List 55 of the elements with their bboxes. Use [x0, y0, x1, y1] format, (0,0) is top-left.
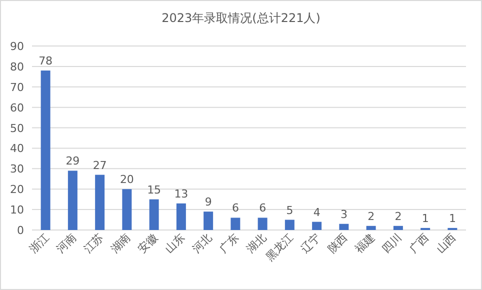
y-tick-label: 10 — [10, 204, 24, 217]
bar — [68, 170, 78, 230]
data-label: 1 — [422, 212, 429, 225]
x-tick-label: 陕西 — [325, 230, 350, 256]
bar — [258, 218, 268, 230]
bar — [230, 218, 240, 230]
data-label: 2 — [394, 210, 402, 223]
data-label: 29 — [66, 154, 80, 168]
data-label: 20 — [120, 173, 134, 186]
y-tick-label: 50 — [10, 122, 24, 135]
x-tick-label: 广西 — [406, 230, 432, 256]
x-tick-label: 湖南 — [108, 230, 134, 256]
data-label: 78 — [38, 54, 53, 68]
data-label: 6 — [232, 202, 239, 215]
x-tick-label: 浙江 — [26, 230, 52, 256]
data-label: 9 — [204, 196, 212, 209]
chart-title: 2023年录取情况(总计221人) — [162, 11, 320, 25]
bar — [366, 226, 376, 230]
bar — [149, 199, 159, 230]
data-label: 1 — [448, 212, 456, 225]
x-tick-label: 福建 — [352, 230, 378, 256]
data-label: 2 — [368, 210, 375, 223]
bar — [393, 226, 403, 230]
bar — [339, 224, 349, 230]
bar — [284, 220, 294, 230]
data-label: 4 — [313, 206, 320, 219]
bar — [122, 189, 132, 230]
x-tick-label: 四川 — [380, 230, 404, 256]
bar — [40, 70, 50, 230]
x-tick-label: 辽宁 — [298, 230, 323, 256]
y-tick-label: 80 — [10, 60, 24, 74]
x-tick-label: 河北 — [190, 230, 214, 256]
y-tick-label: 60 — [10, 101, 24, 114]
x-tick-label: 山西 — [434, 230, 459, 256]
data-label: 3 — [340, 208, 348, 221]
bar — [95, 174, 105, 230]
y-tick-label: 0 — [17, 224, 24, 237]
y-tick-label: 90 — [10, 40, 24, 53]
data-label: 6 — [259, 202, 266, 215]
data-label: 5 — [286, 204, 294, 217]
x-tick-label: 山东 — [162, 230, 188, 256]
bar — [312, 222, 322, 230]
data-label: 27 — [92, 158, 107, 172]
y-tick-label: 30 — [10, 162, 24, 176]
y-tick-label: 70 — [10, 80, 24, 94]
x-tick-label: 安徽 — [135, 230, 160, 256]
bar — [204, 212, 214, 230]
y-tick-label: 20 — [10, 183, 24, 196]
y-tick-label: 40 — [10, 142, 24, 156]
data-label: 15 — [147, 183, 162, 196]
x-tick-label: 江苏 — [81, 230, 106, 256]
x-tick-label: 河南 — [54, 230, 79, 256]
bar — [176, 203, 186, 230]
data-label: 13 — [174, 187, 188, 200]
x-tick-label: 广东 — [216, 230, 242, 256]
